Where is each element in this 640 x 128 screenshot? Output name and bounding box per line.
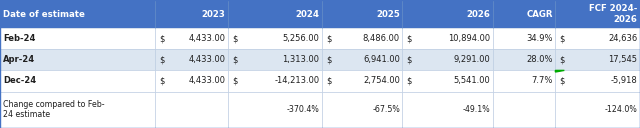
Bar: [155, 28, 228, 49]
Text: $: $: [159, 76, 164, 86]
Bar: [0, 49, 155, 70]
Text: -67.5%: -67.5%: [372, 105, 400, 114]
Bar: [322, 28, 403, 49]
Text: 10,894.00: 10,894.00: [448, 34, 490, 43]
Bar: [322, 92, 403, 128]
Text: 5,541.00: 5,541.00: [454, 76, 490, 86]
Bar: [0, 28, 155, 49]
Text: $: $: [406, 76, 412, 86]
Bar: [155, 70, 228, 92]
Text: 8,486.00: 8,486.00: [363, 34, 400, 43]
Text: $: $: [326, 55, 332, 64]
Bar: [322, 70, 403, 92]
Text: FCF 2024-
2026: FCF 2024- 2026: [589, 4, 637, 24]
Bar: [155, 49, 228, 70]
Text: -5,918: -5,918: [611, 76, 637, 86]
Bar: [0, 0, 640, 28]
Text: Dec-24: Dec-24: [3, 76, 36, 86]
Text: 9,291.00: 9,291.00: [454, 55, 490, 64]
Bar: [155, 92, 228, 128]
Bar: [0, 92, 155, 128]
Text: 24,636: 24,636: [608, 34, 637, 43]
Bar: [0, 70, 155, 92]
Text: 17,545: 17,545: [609, 55, 637, 64]
Bar: [403, 70, 493, 92]
Text: -49.1%: -49.1%: [463, 105, 490, 114]
Bar: [228, 70, 322, 92]
Text: 2023: 2023: [202, 10, 226, 19]
Bar: [403, 92, 493, 128]
Bar: [556, 49, 640, 70]
Text: 4,433.00: 4,433.00: [189, 55, 226, 64]
Text: 2,754.00: 2,754.00: [363, 76, 400, 86]
Text: $: $: [232, 76, 237, 86]
Bar: [556, 70, 640, 92]
Bar: [493, 70, 556, 92]
Text: Feb-24: Feb-24: [3, 34, 36, 43]
Text: $: $: [232, 55, 237, 64]
Bar: [556, 92, 640, 128]
Text: $: $: [232, 34, 237, 43]
Bar: [403, 49, 493, 70]
Text: Date of estimate: Date of estimate: [3, 10, 84, 19]
Text: -370.4%: -370.4%: [287, 105, 319, 114]
Polygon shape: [556, 70, 564, 72]
Text: 4,433.00: 4,433.00: [189, 76, 226, 86]
Text: $: $: [406, 34, 412, 43]
Text: $: $: [326, 76, 332, 86]
Text: -124.0%: -124.0%: [605, 105, 637, 114]
Text: 7.7%: 7.7%: [531, 76, 553, 86]
Text: $: $: [406, 55, 412, 64]
Text: $: $: [559, 34, 564, 43]
Bar: [556, 28, 640, 49]
Text: Change compared to Feb-
24 estimate: Change compared to Feb- 24 estimate: [3, 100, 105, 119]
Text: $: $: [559, 76, 564, 86]
Text: 2026: 2026: [467, 10, 490, 19]
Text: 34.9%: 34.9%: [526, 34, 553, 43]
Text: $: $: [159, 34, 164, 43]
Text: 28.0%: 28.0%: [526, 55, 553, 64]
Bar: [228, 92, 322, 128]
Text: $: $: [326, 34, 332, 43]
Bar: [493, 49, 556, 70]
Text: 5,256.00: 5,256.00: [283, 34, 319, 43]
Text: Apr-24: Apr-24: [3, 55, 35, 64]
Bar: [228, 49, 322, 70]
Text: $: $: [159, 55, 164, 64]
Text: 4,433.00: 4,433.00: [189, 34, 226, 43]
Bar: [493, 92, 556, 128]
Text: CAGR: CAGR: [526, 10, 553, 19]
Bar: [322, 49, 403, 70]
Bar: [493, 28, 556, 49]
Text: -14,213.00: -14,213.00: [275, 76, 319, 86]
Text: 1,313.00: 1,313.00: [283, 55, 319, 64]
Bar: [228, 28, 322, 49]
Bar: [403, 28, 493, 49]
Text: 2024: 2024: [296, 10, 319, 19]
Text: 6,941.00: 6,941.00: [363, 55, 400, 64]
Text: 2025: 2025: [376, 10, 400, 19]
Text: $: $: [559, 55, 564, 64]
